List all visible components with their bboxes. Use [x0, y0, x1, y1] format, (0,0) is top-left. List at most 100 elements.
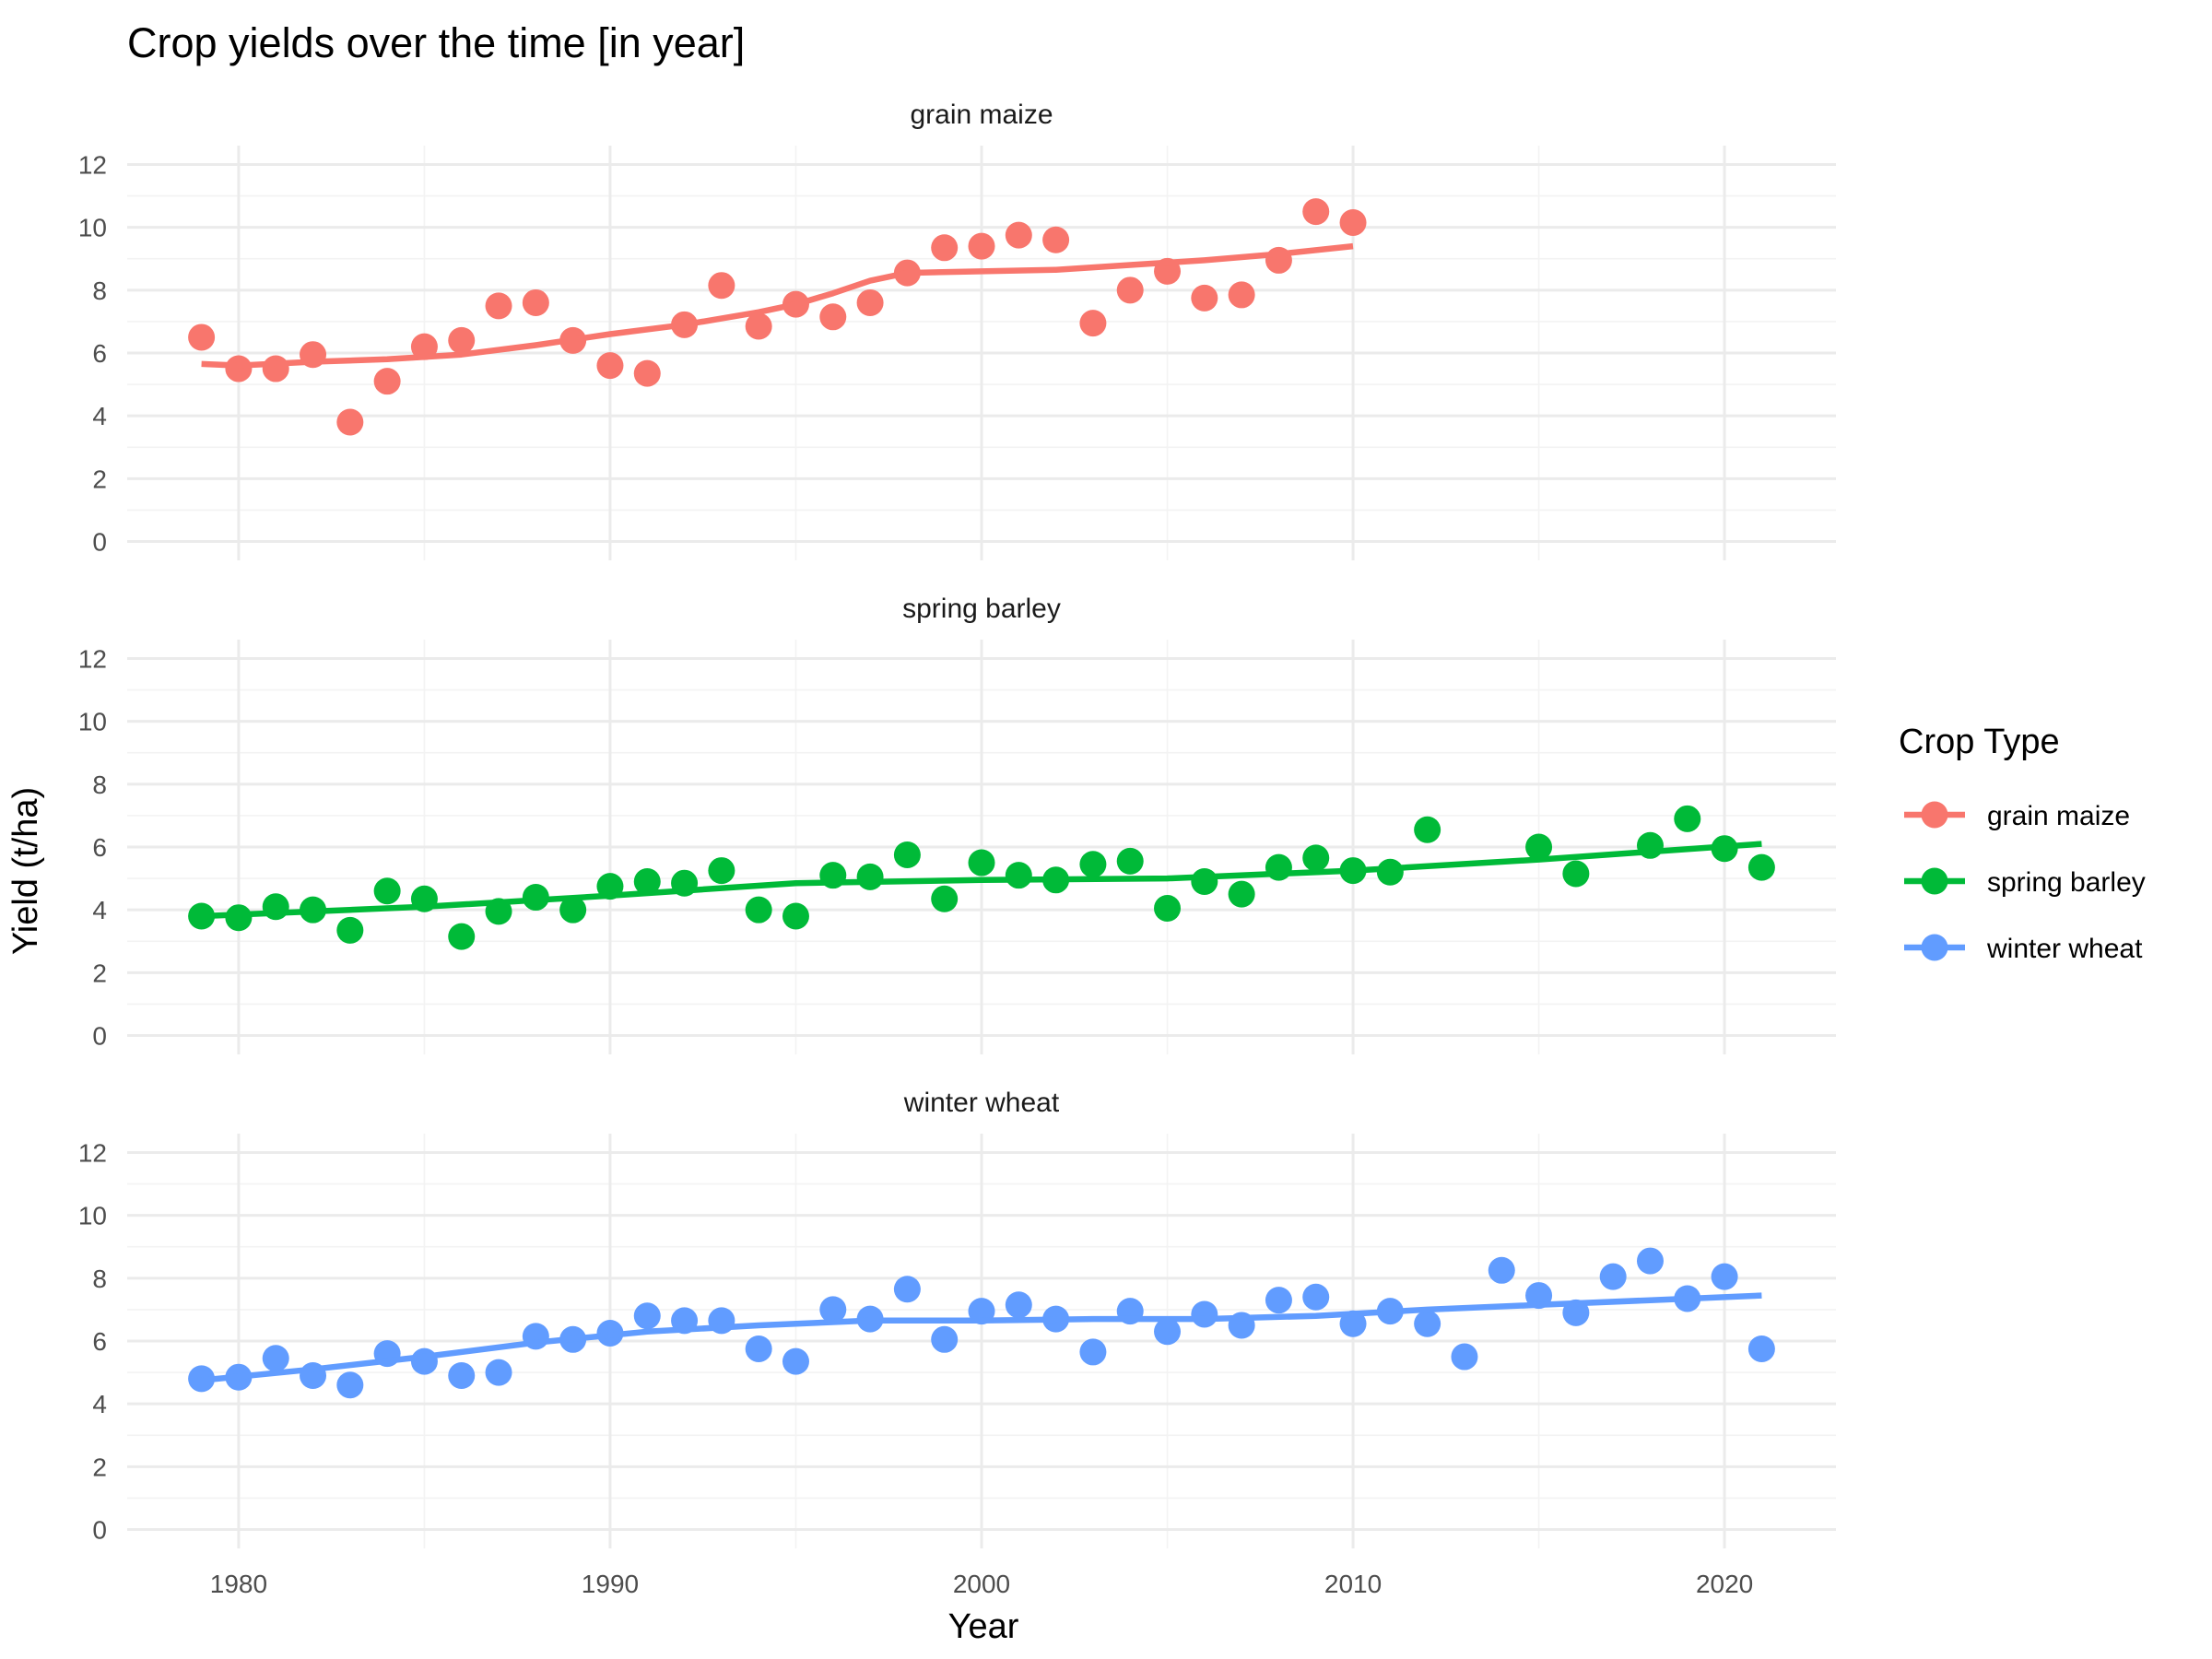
legend-label: grain maize: [1987, 801, 2130, 831]
data-point: [485, 292, 512, 320]
data-point: [1562, 860, 1590, 888]
data-point: [448, 1362, 476, 1389]
data-point: [522, 288, 549, 316]
y-tick-label: 4: [92, 402, 107, 430]
data-point: [893, 1276, 921, 1303]
data-point: [819, 303, 847, 331]
chart-title: Crop yields over the time [in year]: [127, 19, 745, 66]
data-point: [448, 923, 476, 950]
data-point: [708, 272, 735, 300]
facet-panel: spring barley 0 2 4 6 8 10 12: [78, 594, 1836, 1054]
data-point: [1414, 816, 1441, 843]
legend-items: grain maize spring barley winter wheat: [1904, 801, 2146, 964]
y-tick-label: 10: [78, 1202, 107, 1230]
legend-item: grain maize: [1904, 801, 2130, 831]
data-point: [1116, 847, 1144, 875]
data-point: [1414, 1310, 1441, 1337]
series-points: [188, 198, 1367, 436]
data-point: [1636, 1247, 1664, 1275]
legend: Crop Type grain maize spring barley winter…: [1899, 723, 2146, 964]
y-tick-label: 12: [78, 644, 107, 673]
y-tick-label: 0: [92, 528, 107, 557]
y-tick-label: 4: [92, 1390, 107, 1418]
data-point: [559, 896, 587, 924]
data-point: [485, 1359, 512, 1386]
data-point: [745, 312, 772, 340]
data-point: [336, 1371, 364, 1399]
facet-strip-label: grain maize: [910, 100, 1053, 130]
data-point: [1599, 1263, 1627, 1290]
legend-label: winter wheat: [1986, 934, 2143, 964]
data-point: [373, 368, 401, 395]
y-axis-title: Yield (t/ha): [6, 787, 45, 955]
y-tick-label: 6: [92, 1327, 107, 1356]
data-point: [1451, 1343, 1478, 1371]
y-tick-label: 2: [92, 1453, 107, 1481]
data-point: [225, 355, 253, 382]
series-points: [188, 1247, 1775, 1399]
x-tick-label: 2020: [1696, 1570, 1753, 1598]
y-tick-label: 2: [92, 465, 107, 493]
data-point: [745, 896, 772, 924]
data-point: [782, 902, 809, 930]
y-tick-label: 12: [78, 1138, 107, 1167]
data-point: [225, 904, 253, 932]
y-tick-label: 4: [92, 896, 107, 924]
data-point: [745, 1335, 772, 1363]
data-point: [708, 857, 735, 885]
y-tick-label: 8: [92, 276, 107, 305]
data-point: [262, 1345, 289, 1372]
data-point: [1711, 1263, 1738, 1290]
trend-line: [201, 242, 1354, 369]
data-point: [1747, 1335, 1775, 1363]
y-tick-label: 0: [92, 1022, 107, 1051]
data-point: [1116, 276, 1144, 304]
data-point: [1191, 868, 1218, 895]
data-point: [633, 868, 661, 895]
data-point: [856, 863, 884, 890]
data-point: [931, 234, 959, 262]
y-tick-label: 6: [92, 833, 107, 862]
x-axis-title: Year: [948, 1607, 1019, 1646]
data-point: [596, 352, 624, 380]
x-tick-label: 2010: [1324, 1570, 1382, 1598]
data-point: [1191, 284, 1218, 312]
facet-strip-label: spring barley: [902, 594, 1061, 624]
data-point: [1488, 1256, 1515, 1284]
data-point: [633, 1302, 661, 1330]
data-point: [1302, 198, 1330, 226]
data-point: [931, 885, 959, 912]
data-point: [968, 849, 995, 877]
y-tick-label: 8: [92, 1265, 107, 1293]
data-point: [1005, 221, 1032, 249]
data-point: [1154, 1318, 1182, 1346]
data-point: [633, 359, 661, 387]
facet-panel: grain maize 0 2 4 6 8 10 12: [78, 100, 1836, 560]
data-point: [856, 288, 884, 316]
data-point: [410, 333, 438, 360]
data-point: [931, 1325, 959, 1353]
y-tick-label: 10: [78, 214, 107, 242]
data-point: [336, 916, 364, 944]
legend-key-point: [1921, 934, 1948, 961]
facet-panels: grain maize 0 2 4 6 8 10 12 spring barley 0 2 4 6 8 10…: [78, 100, 1836, 1548]
data-point: [1525, 833, 1553, 861]
data-point: [448, 326, 476, 354]
data-point: [1376, 858, 1404, 886]
data-point: [819, 1296, 847, 1324]
data-point: [1042, 226, 1070, 253]
legend-item: spring barley: [1904, 867, 2146, 898]
data-point: [336, 408, 364, 436]
legend-title: Crop Type: [1899, 723, 2060, 761]
data-point: [1228, 281, 1255, 309]
data-point: [1302, 1283, 1330, 1311]
data-point: [1302, 844, 1330, 872]
x-tick-label: 2000: [953, 1570, 1010, 1598]
data-point: [893, 841, 921, 869]
data-point: [1154, 894, 1182, 922]
x-tick-label: 1990: [582, 1570, 639, 1598]
data-point: [373, 877, 401, 905]
data-point: [1005, 1291, 1032, 1319]
data-point: [1079, 310, 1107, 337]
legend-item: winter wheat: [1904, 934, 2143, 964]
